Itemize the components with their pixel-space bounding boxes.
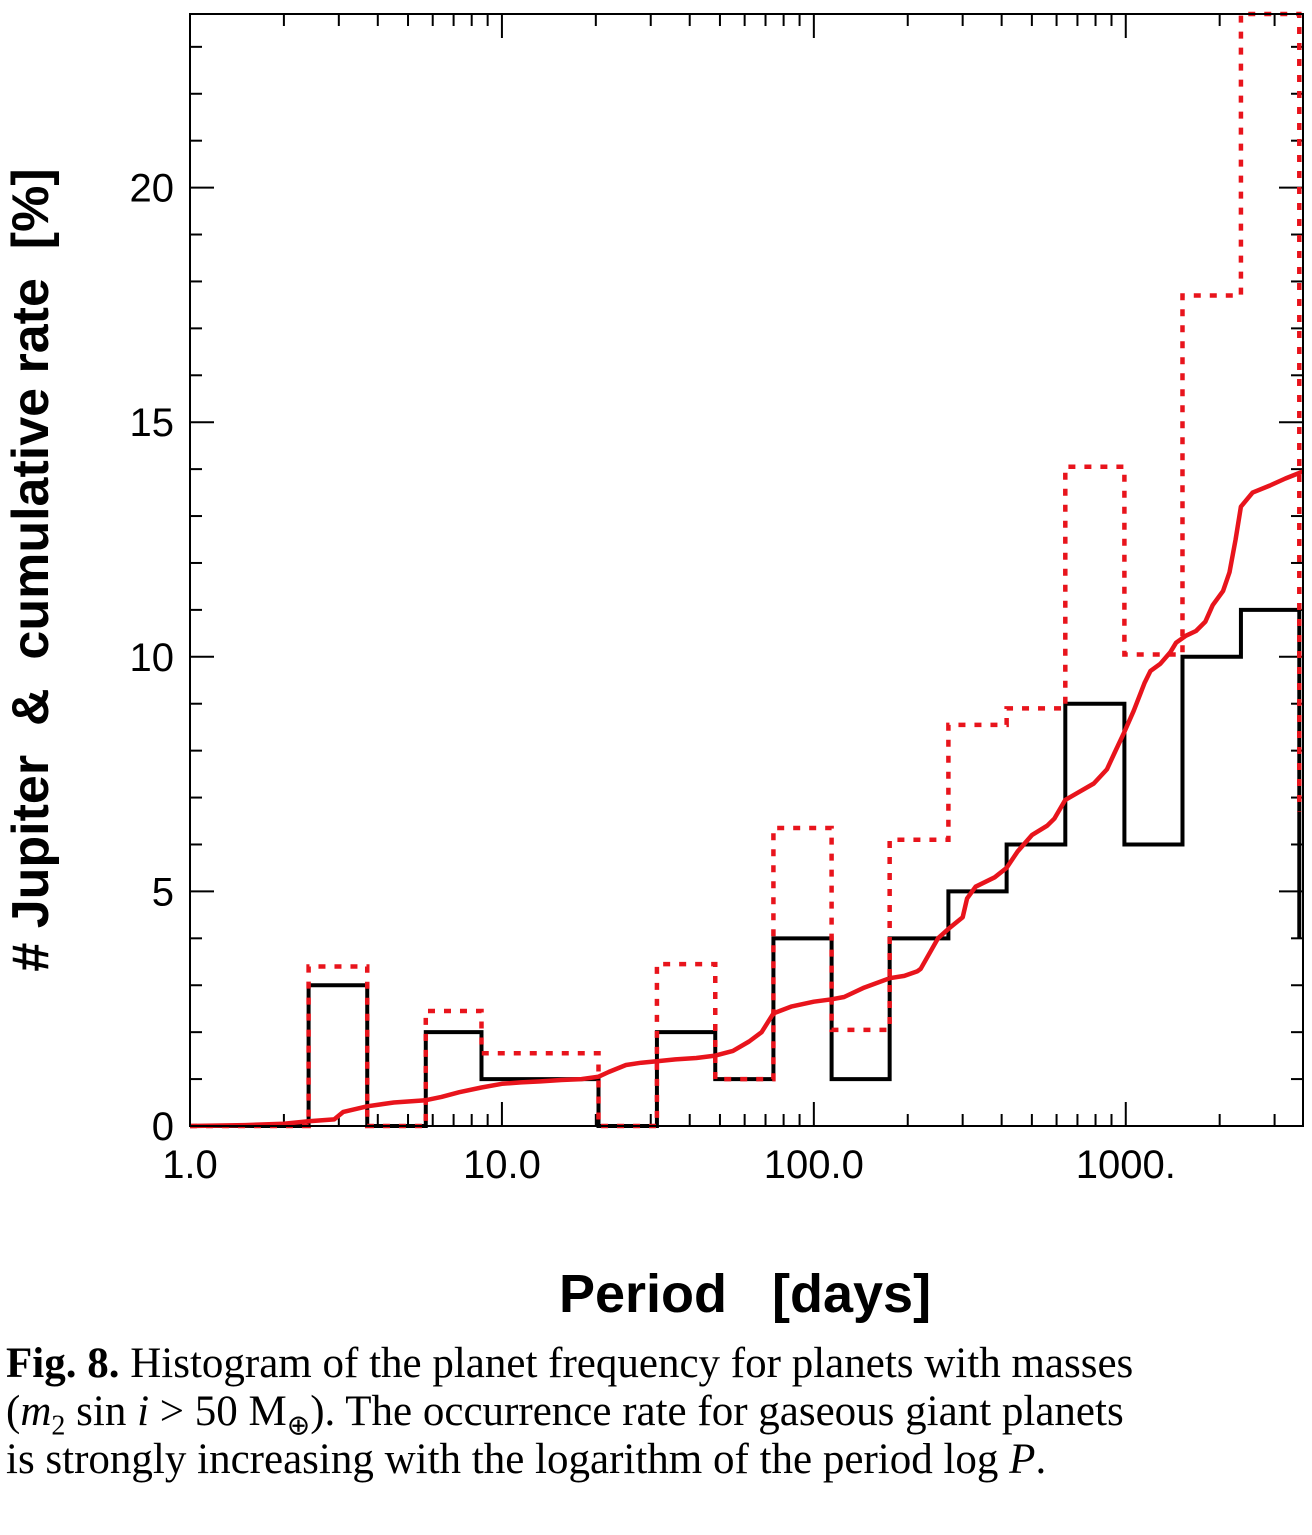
caption-sub: ⊕ (286, 1410, 311, 1442)
x-tick-label: 100.0 (764, 1143, 864, 1187)
x-tick-label: 1000. (1076, 1143, 1176, 1187)
caption-sub: 2 (51, 1410, 66, 1442)
chart: 1.0 10.0 100.0 1000. 0 5 10 15 20 # Jupiter & cu… (2, 11, 1304, 1324)
y-tick-label: 0 (152, 1105, 174, 1149)
y-tick-label: 5 (152, 870, 174, 914)
y-tick-label: 10 (130, 636, 175, 680)
axis-ticks (189, 14, 1303, 1127)
caption-text: sin (65, 1388, 138, 1435)
caption-math-i: i (137, 1388, 150, 1435)
x-axis-title: Period [days] (559, 1264, 931, 1324)
x-tick-label: 10.0 (463, 1143, 541, 1187)
tick-labels: 1.0 10.0 100.0 1000. 0 5 10 15 20 (130, 167, 1176, 1187)
caption-text: . (1035, 1436, 1047, 1483)
series-cumulative-rate-line (189, 469, 1304, 1129)
series-layer (189, 11, 1304, 1129)
y-tick-label: 20 (130, 167, 175, 211)
y-axis-title: # Jupiter & cumulative rate [%] (2, 168, 60, 971)
series-histogram-black (190, 607, 1302, 1128)
series-histogram-red-dotted (190, 11, 1302, 1129)
caption-text: > 50 M (149, 1388, 287, 1435)
plot-frame (189, 13, 1304, 1127)
figure-caption: Fig. 8. Histogram of the planet frequenc… (6, 1340, 1306, 1484)
caption-text: is strongly increasing with the logarith… (6, 1436, 1010, 1483)
caption-label: Fig. 8. (6, 1340, 120, 1387)
caption-math-p: P (1009, 1436, 1036, 1483)
x-tick-label: 1.0 (162, 1143, 218, 1187)
caption-text: ). The occurrence rate for gaseous giant… (310, 1388, 1124, 1435)
caption-line1: Histogram of the planet frequency for pl… (119, 1340, 1134, 1387)
caption-math-m: m (20, 1388, 52, 1435)
caption-text: ( (6, 1388, 21, 1435)
y-tick-label: 15 (130, 401, 175, 445)
